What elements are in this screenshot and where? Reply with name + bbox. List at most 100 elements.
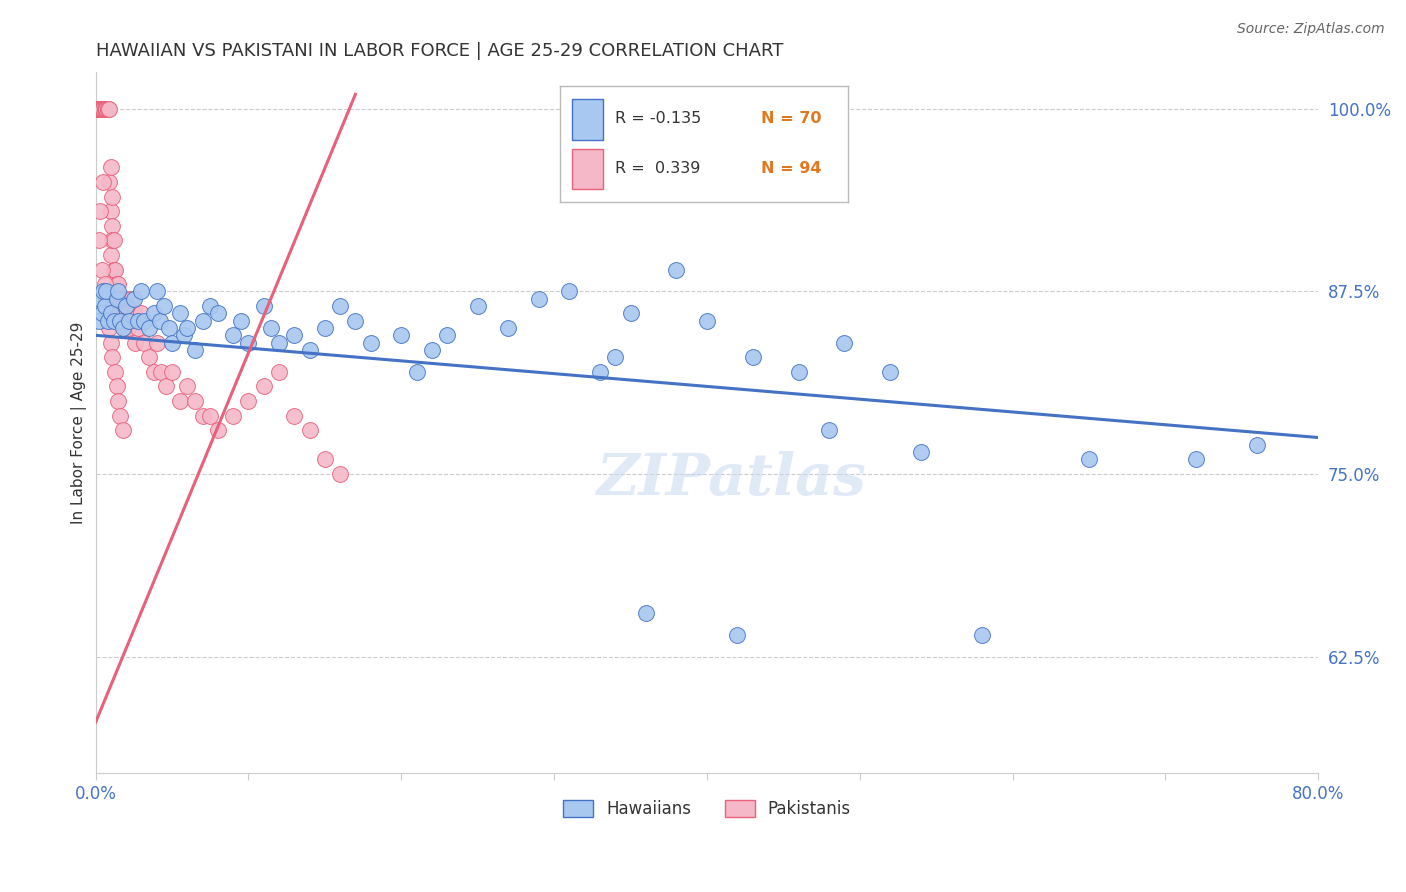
Point	[910, 445, 932, 459]
Point	[420, 343, 443, 357]
Point	[222, 409, 245, 423]
Point	[89, 102, 111, 116]
Point	[818, 423, 841, 437]
Y-axis label: In Labor Force | Age 25-29: In Labor Force | Age 25-29	[72, 322, 87, 524]
Point	[90, 102, 112, 116]
Point	[142, 306, 165, 320]
Point	[134, 314, 156, 328]
Point	[298, 423, 321, 437]
Point	[405, 365, 427, 379]
Point	[741, 350, 763, 364]
Point	[91, 285, 114, 299]
Point	[86, 102, 108, 116]
Point	[108, 306, 131, 320]
Point	[100, 335, 122, 350]
Point	[90, 262, 112, 277]
Point	[112, 321, 135, 335]
Point	[96, 285, 118, 299]
Point	[101, 350, 124, 364]
Point	[118, 314, 141, 328]
Point	[93, 102, 115, 116]
Point	[98, 102, 121, 116]
Point	[115, 299, 138, 313]
Point	[87, 102, 110, 116]
Point	[191, 409, 214, 423]
Point	[86, 102, 108, 116]
Point	[97, 102, 120, 116]
Point	[184, 343, 207, 357]
Point	[127, 321, 149, 335]
Point	[89, 102, 111, 116]
Point	[89, 102, 111, 116]
Point	[90, 306, 112, 320]
Point	[169, 306, 191, 320]
Point	[91, 102, 114, 116]
Point	[360, 335, 382, 350]
Point	[118, 306, 141, 320]
Point	[329, 467, 352, 481]
Point	[90, 102, 112, 116]
Point	[149, 314, 172, 328]
Point	[104, 292, 127, 306]
Point	[138, 350, 160, 364]
Point	[96, 292, 118, 306]
Point	[267, 365, 290, 379]
Point	[98, 175, 121, 189]
Point	[87, 102, 110, 116]
Point	[97, 102, 120, 116]
Point	[107, 277, 129, 292]
Point	[253, 299, 276, 313]
Point	[91, 102, 114, 116]
Point	[87, 314, 110, 328]
Point	[93, 299, 115, 313]
Point	[112, 423, 135, 437]
Point	[253, 379, 276, 393]
Point	[89, 102, 111, 116]
Point	[115, 306, 138, 320]
Point	[169, 394, 191, 409]
Text: ZIPatlas: ZIPatlas	[596, 450, 866, 508]
Point	[238, 394, 260, 409]
Point	[87, 102, 110, 116]
Point	[108, 409, 131, 423]
Point	[344, 314, 367, 328]
Point	[98, 321, 121, 335]
Point	[229, 314, 252, 328]
Point	[100, 204, 122, 219]
Point	[134, 335, 156, 350]
Point	[93, 102, 115, 116]
Point	[103, 262, 125, 277]
Point	[105, 292, 128, 306]
Point	[160, 365, 183, 379]
Point	[112, 292, 135, 306]
Point	[93, 277, 115, 292]
Point	[176, 379, 198, 393]
Point	[145, 285, 167, 299]
Point	[122, 306, 145, 320]
Point	[100, 306, 122, 320]
Point	[283, 328, 305, 343]
Point	[131, 285, 153, 299]
Point	[101, 189, 124, 203]
Point	[207, 423, 229, 437]
Point	[97, 306, 120, 320]
Point	[131, 306, 153, 320]
Point	[89, 102, 111, 116]
Point	[200, 299, 222, 313]
Point	[696, 314, 718, 328]
Point	[467, 299, 489, 313]
Point	[90, 102, 112, 116]
Point	[104, 365, 127, 379]
Point	[436, 328, 458, 343]
Point	[1078, 452, 1101, 467]
Point	[200, 409, 222, 423]
Point	[834, 335, 856, 350]
Point	[89, 204, 111, 219]
Point	[89, 292, 111, 306]
Point	[145, 335, 167, 350]
Point	[527, 292, 550, 306]
Point	[329, 299, 352, 313]
Point	[87, 102, 110, 116]
Point	[90, 102, 112, 116]
Point	[124, 335, 146, 350]
